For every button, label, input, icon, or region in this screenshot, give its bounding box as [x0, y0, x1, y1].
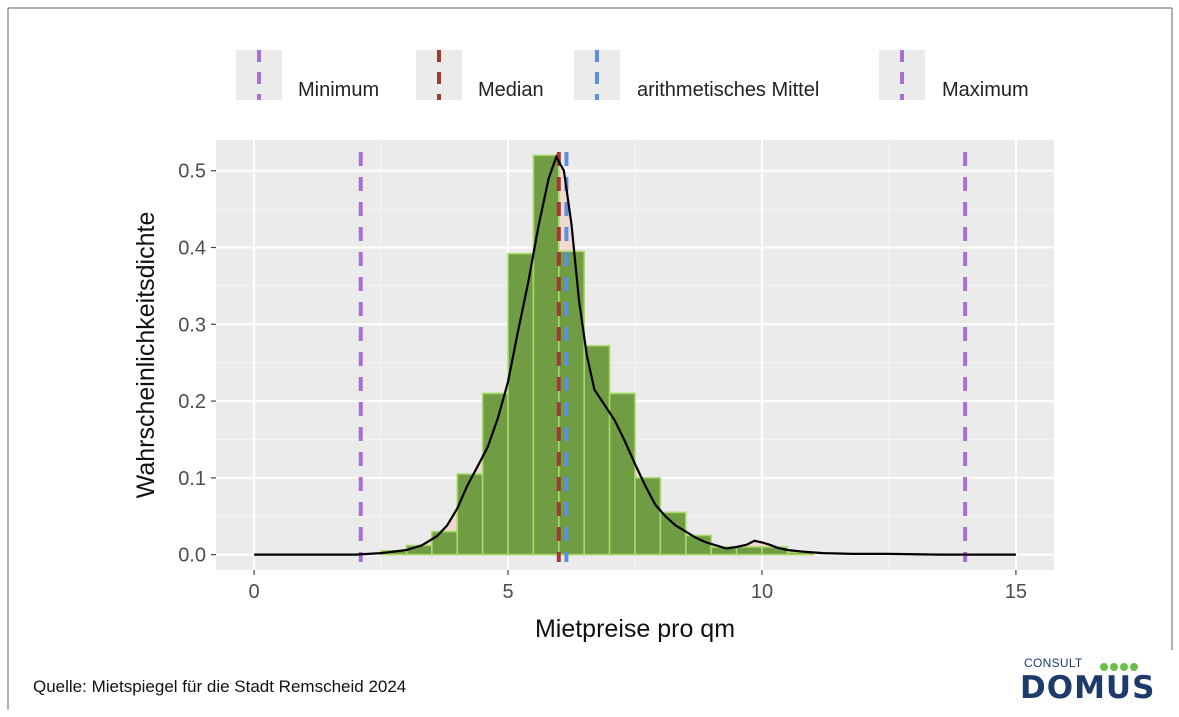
histogram-bar — [684, 534, 712, 556]
y-tick-label: 0.0 — [178, 545, 206, 567]
y-tick-label: 0.4 — [178, 238, 206, 260]
legend: Minimum Median arithmetisches Mittel Max… — [236, 50, 1029, 101]
histogram-bar — [481, 392, 509, 556]
histogram-bar — [532, 154, 560, 556]
density-line — [254, 154, 1016, 556]
legend-label-median: Median — [478, 79, 544, 101]
y-tick-label: 0.5 — [178, 161, 206, 183]
logo-dots-icon — [1100, 658, 1140, 676]
x-tick-label: 15 — [1005, 581, 1027, 603]
y-tick-label: 0.1 — [178, 468, 206, 490]
legend-label-minimum: Minimum — [298, 79, 379, 101]
histogram-bars-front — [380, 154, 814, 556]
y-tick-label: 0.3 — [178, 314, 206, 336]
domus-logo: CONSULT DOMUS — [1020, 654, 1160, 706]
x-axis-ticks: 0 5 10 15 — [249, 570, 1027, 603]
source-note: Quelle: Mietspiegel für die Stadt Remsch… — [33, 677, 407, 696]
histogram-bar — [456, 473, 484, 556]
y-axis-label: Wahrscheinlichkeitsdichte — [132, 212, 160, 499]
y-axis-ticks: 0.0 0.1 0.2 0.3 0.4 0.5 — [178, 161, 216, 567]
logo-consult-text: CONSULT — [1024, 656, 1083, 670]
x-axis-label: Mietpreise pro qm — [535, 615, 735, 643]
x-tick-label: 0 — [249, 581, 260, 603]
histogram-bar — [659, 511, 687, 556]
histogram-bar — [558, 250, 586, 556]
y-tick-label: 0.2 — [178, 391, 206, 413]
legend-label-maximum: Maximum — [942, 79, 1029, 101]
histogram-bar — [507, 252, 535, 556]
x-tick-label: 5 — [502, 581, 513, 603]
histogram-bar — [431, 530, 459, 556]
legend-label-mean: arithmetisches Mittel — [637, 79, 819, 101]
x-tick-label: 10 — [751, 581, 773, 603]
logo-domus-text: DOMUS — [1020, 670, 1156, 706]
reference-lines — [358, 152, 968, 562]
histogram-bar — [583, 344, 611, 556]
histogram-bar — [735, 546, 763, 556]
